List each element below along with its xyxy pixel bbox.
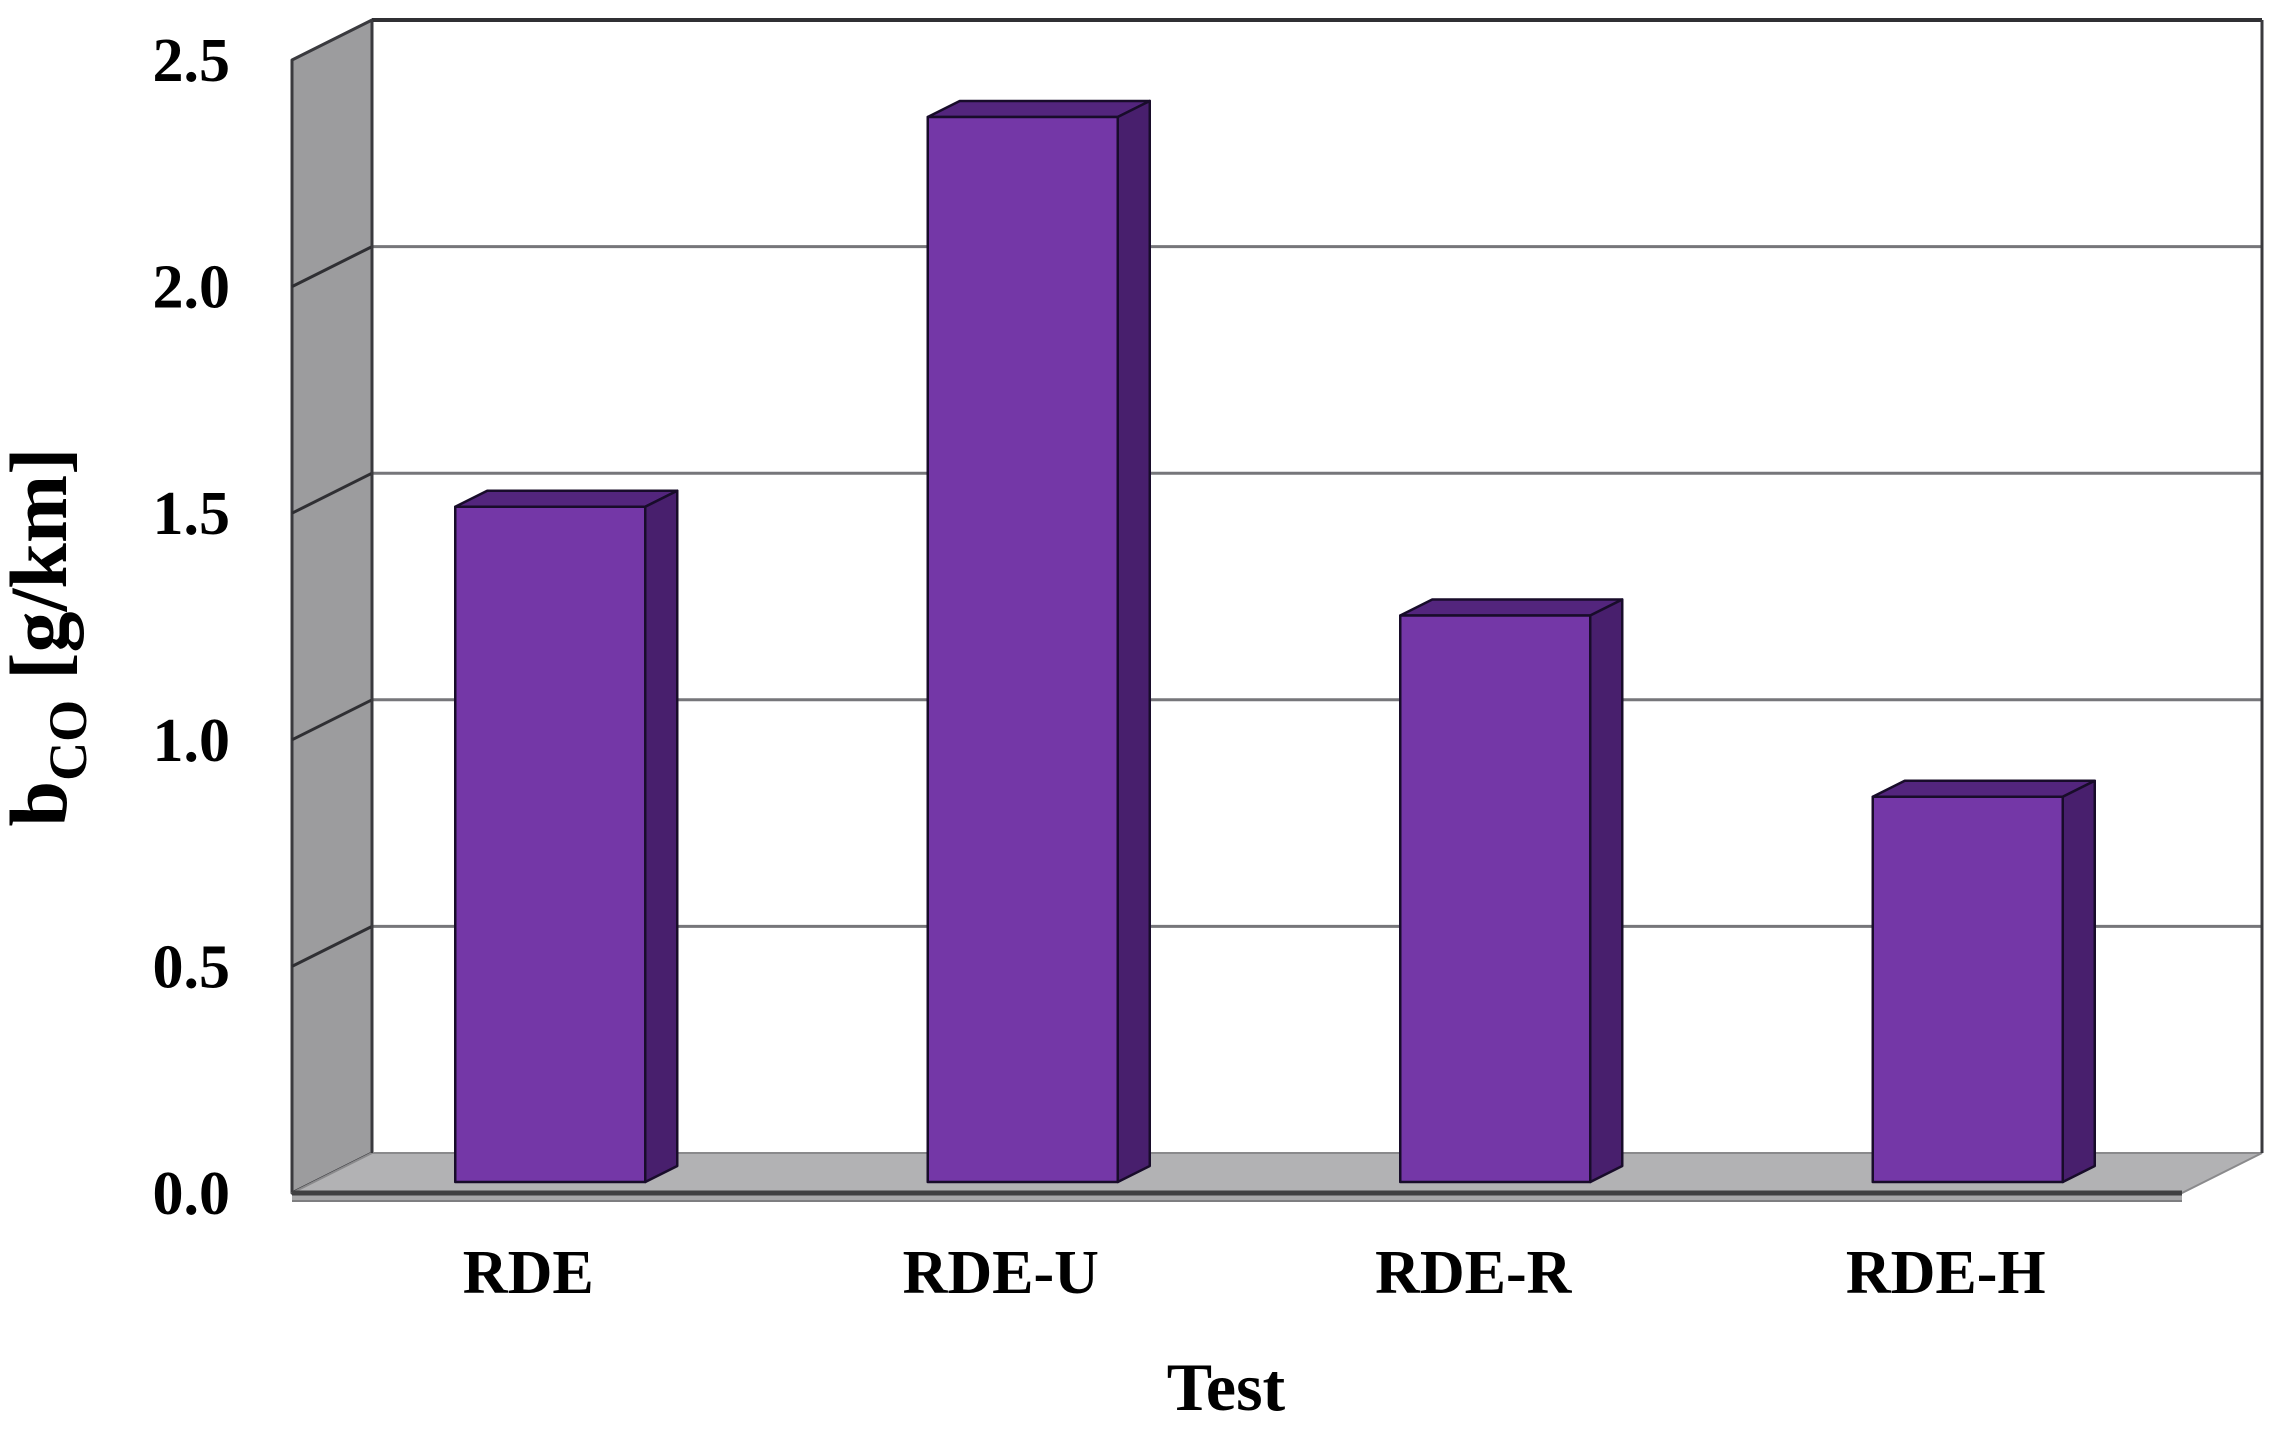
bar-RDE-R-side-face	[1589, 598, 1624, 1184]
y-tick-label-2.0: 2.0	[153, 254, 231, 322]
left-wall	[290, 18, 374, 1195]
bar-RDE-front-face	[454, 505, 647, 1184]
x-category-label-RDE-H: RDE-H	[1846, 1239, 2046, 1307]
y-axis-title-base: b	[0, 781, 84, 827]
y-axis-title: bCO [g/km]	[0, 448, 98, 827]
bar-RDE-U-side-face	[1116, 99, 1151, 1184]
bar-RDE-H-top-face	[1871, 779, 2096, 799]
bar-RDE-H-front-face	[1871, 795, 2064, 1184]
bar-RDE-U	[926, 99, 1151, 1184]
bar-RDE-U-front-face	[926, 115, 1119, 1184]
y-tick-label-1.5: 1.5	[153, 480, 231, 548]
bar-RDE-H-side-face	[2061, 779, 2096, 1184]
back-wall	[372, 20, 2262, 1153]
x-axis-title: Test	[1167, 1349, 1286, 1425]
gridline-wall-0.5	[291, 925, 373, 968]
bar-RDE-top-face	[454, 489, 679, 508]
bar-RDE-side-face	[644, 489, 679, 1184]
x-category-label-RDE-R: RDE-R	[1375, 1239, 1573, 1307]
y-tick-label-2.5: 2.5	[153, 27, 231, 95]
y-tick-label-1.0: 1.0	[153, 707, 231, 775]
x-category-label-RDE-U: RDE-U	[903, 1239, 1099, 1307]
bar-RDE	[454, 489, 679, 1184]
x-category-label-RDE: RDE	[463, 1239, 594, 1307]
bar-RDE-R-top-face	[1399, 598, 1624, 617]
bar-RDE-R	[1399, 598, 1624, 1184]
y-axis-title-subscript: CO	[38, 700, 98, 781]
bar-RDE-U-top-face	[926, 99, 1151, 119]
gridline-wall-1.0	[291, 698, 373, 742]
bar-RDE-R-front-face	[1399, 614, 1592, 1184]
gridline-wall-1.5	[291, 471, 373, 515]
y-tick-label-0.0: 0.0	[153, 1160, 231, 1228]
y-axis-title-units: [g/km]	[0, 448, 84, 680]
bar-RDE-H	[1871, 779, 2096, 1184]
gridline-wall-2.0	[291, 245, 373, 288]
y-tick-label-0.5: 0.5	[153, 933, 231, 1001]
